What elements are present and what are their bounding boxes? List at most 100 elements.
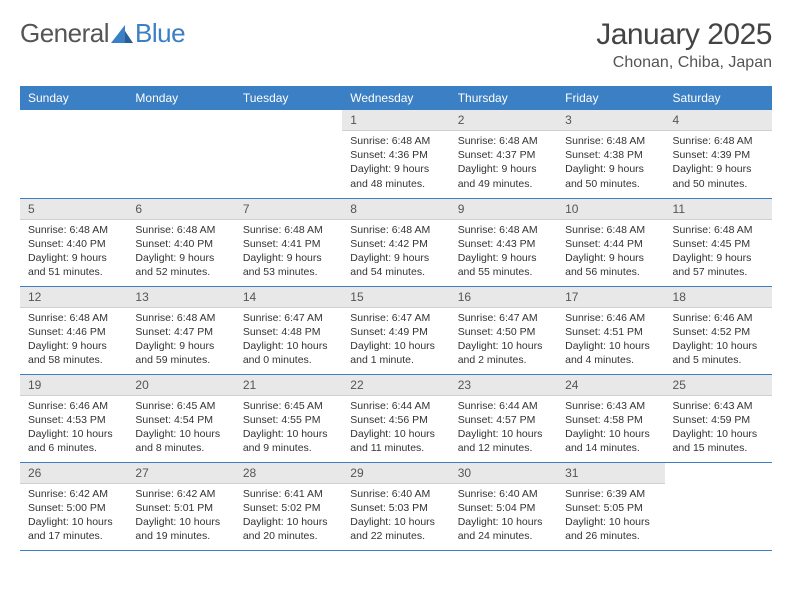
daylight-line: Daylight: 10 hours and 2 minutes. bbox=[458, 339, 549, 367]
daylight-line: Daylight: 9 hours and 48 minutes. bbox=[350, 162, 441, 190]
calendar-week-row: 19Sunrise: 6:46 AMSunset: 4:53 PMDayligh… bbox=[20, 374, 772, 462]
sunset-line: Sunset: 4:50 PM bbox=[458, 325, 549, 339]
day-details: Sunrise: 6:48 AMSunset: 4:39 PMDaylight:… bbox=[665, 131, 772, 197]
day-details: Sunrise: 6:48 AMSunset: 4:40 PMDaylight:… bbox=[127, 220, 234, 286]
calendar-cell: 26Sunrise: 6:42 AMSunset: 5:00 PMDayligh… bbox=[20, 462, 127, 550]
day-number: 7 bbox=[235, 199, 342, 220]
sunrise-line: Sunrise: 6:48 AM bbox=[243, 223, 334, 237]
daylight-line: Daylight: 10 hours and 8 minutes. bbox=[135, 427, 226, 455]
daylight-line: Daylight: 10 hours and 14 minutes. bbox=[565, 427, 656, 455]
sunrise-line: Sunrise: 6:44 AM bbox=[458, 399, 549, 413]
day-number: 3 bbox=[557, 110, 664, 131]
day-details: Sunrise: 6:47 AMSunset: 4:48 PMDaylight:… bbox=[235, 308, 342, 374]
sunset-line: Sunset: 4:57 PM bbox=[458, 413, 549, 427]
calendar-cell: 31Sunrise: 6:39 AMSunset: 5:05 PMDayligh… bbox=[557, 462, 664, 550]
daylight-line: Daylight: 10 hours and 9 minutes. bbox=[243, 427, 334, 455]
sunset-line: Sunset: 4:59 PM bbox=[673, 413, 764, 427]
calendar-cell: 24Sunrise: 6:43 AMSunset: 4:58 PMDayligh… bbox=[557, 374, 664, 462]
sunset-line: Sunset: 5:01 PM bbox=[135, 501, 226, 515]
calendar-cell: 16Sunrise: 6:47 AMSunset: 4:50 PMDayligh… bbox=[450, 286, 557, 374]
weekday-header: Monday bbox=[127, 86, 234, 110]
day-number: 21 bbox=[235, 375, 342, 396]
daylight-line: Daylight: 9 hours and 52 minutes. bbox=[135, 251, 226, 279]
sunrise-line: Sunrise: 6:43 AM bbox=[565, 399, 656, 413]
sunset-line: Sunset: 4:52 PM bbox=[673, 325, 764, 339]
day-details: Sunrise: 6:48 AMSunset: 4:36 PMDaylight:… bbox=[342, 131, 449, 197]
sunrise-line: Sunrise: 6:48 AM bbox=[135, 223, 226, 237]
day-details: Sunrise: 6:44 AMSunset: 4:57 PMDaylight:… bbox=[450, 396, 557, 462]
day-details: Sunrise: 6:47 AMSunset: 4:49 PMDaylight:… bbox=[342, 308, 449, 374]
calendar-cell: 22Sunrise: 6:44 AMSunset: 4:56 PMDayligh… bbox=[342, 374, 449, 462]
sunrise-line: Sunrise: 6:46 AM bbox=[28, 399, 119, 413]
calendar-cell bbox=[127, 110, 234, 198]
sunrise-line: Sunrise: 6:47 AM bbox=[458, 311, 549, 325]
sunset-line: Sunset: 4:38 PM bbox=[565, 148, 656, 162]
sunset-line: Sunset: 4:40 PM bbox=[28, 237, 119, 251]
day-number: 2 bbox=[450, 110, 557, 131]
daylight-line: Daylight: 9 hours and 53 minutes. bbox=[243, 251, 334, 279]
daylight-line: Daylight: 9 hours and 57 minutes. bbox=[673, 251, 764, 279]
daylight-line: Daylight: 10 hours and 4 minutes. bbox=[565, 339, 656, 367]
calendar-cell bbox=[235, 110, 342, 198]
calendar-cell: 28Sunrise: 6:41 AMSunset: 5:02 PMDayligh… bbox=[235, 462, 342, 550]
day-number: 26 bbox=[20, 463, 127, 484]
daylight-line: Daylight: 10 hours and 22 minutes. bbox=[350, 515, 441, 543]
sunset-line: Sunset: 5:02 PM bbox=[243, 501, 334, 515]
sunset-line: Sunset: 4:42 PM bbox=[350, 237, 441, 251]
day-details: Sunrise: 6:48 AMSunset: 4:44 PMDaylight:… bbox=[557, 220, 664, 286]
daylight-line: Daylight: 9 hours and 50 minutes. bbox=[565, 162, 656, 190]
day-number: 30 bbox=[450, 463, 557, 484]
sunrise-line: Sunrise: 6:39 AM bbox=[565, 487, 656, 501]
daylight-line: Daylight: 9 hours and 51 minutes. bbox=[28, 251, 119, 279]
day-details: Sunrise: 6:48 AMSunset: 4:46 PMDaylight:… bbox=[20, 308, 127, 374]
day-number: 24 bbox=[557, 375, 664, 396]
daylight-line: Daylight: 10 hours and 24 minutes. bbox=[458, 515, 549, 543]
day-details: Sunrise: 6:44 AMSunset: 4:56 PMDaylight:… bbox=[342, 396, 449, 462]
sunrise-line: Sunrise: 6:48 AM bbox=[135, 311, 226, 325]
sunrise-line: Sunrise: 6:46 AM bbox=[673, 311, 764, 325]
daylight-line: Daylight: 10 hours and 12 minutes. bbox=[458, 427, 549, 455]
sunset-line: Sunset: 4:45 PM bbox=[673, 237, 764, 251]
calendar-cell: 21Sunrise: 6:45 AMSunset: 4:55 PMDayligh… bbox=[235, 374, 342, 462]
sunset-line: Sunset: 4:54 PM bbox=[135, 413, 226, 427]
day-details: Sunrise: 6:47 AMSunset: 4:50 PMDaylight:… bbox=[450, 308, 557, 374]
logo-text-b: Blue bbox=[135, 18, 185, 49]
calendar-week-row: 26Sunrise: 6:42 AMSunset: 5:00 PMDayligh… bbox=[20, 462, 772, 550]
calendar-cell: 19Sunrise: 6:46 AMSunset: 4:53 PMDayligh… bbox=[20, 374, 127, 462]
day-number: 12 bbox=[20, 287, 127, 308]
day-number: 31 bbox=[557, 463, 664, 484]
sunset-line: Sunset: 4:51 PM bbox=[565, 325, 656, 339]
logo: General Blue bbox=[20, 18, 185, 49]
day-number: 29 bbox=[342, 463, 449, 484]
day-number: 27 bbox=[127, 463, 234, 484]
daylight-line: Daylight: 10 hours and 5 minutes. bbox=[673, 339, 764, 367]
day-number: 23 bbox=[450, 375, 557, 396]
day-details: Sunrise: 6:46 AMSunset: 4:52 PMDaylight:… bbox=[665, 308, 772, 374]
daylight-line: Daylight: 10 hours and 17 minutes. bbox=[28, 515, 119, 543]
day-number: 11 bbox=[665, 199, 772, 220]
sunrise-line: Sunrise: 6:48 AM bbox=[673, 223, 764, 237]
day-number: 22 bbox=[342, 375, 449, 396]
day-details: Sunrise: 6:48 AMSunset: 4:43 PMDaylight:… bbox=[450, 220, 557, 286]
day-details: Sunrise: 6:45 AMSunset: 4:55 PMDaylight:… bbox=[235, 396, 342, 462]
daylight-line: Daylight: 10 hours and 15 minutes. bbox=[673, 427, 764, 455]
logo-triangle-icon bbox=[111, 25, 133, 43]
calendar-week-row: 12Sunrise: 6:48 AMSunset: 4:46 PMDayligh… bbox=[20, 286, 772, 374]
sunset-line: Sunset: 5:00 PM bbox=[28, 501, 119, 515]
sunset-line: Sunset: 5:04 PM bbox=[458, 501, 549, 515]
sunset-line: Sunset: 4:49 PM bbox=[350, 325, 441, 339]
day-details: Sunrise: 6:39 AMSunset: 5:05 PMDaylight:… bbox=[557, 484, 664, 550]
daylight-line: Daylight: 10 hours and 6 minutes. bbox=[28, 427, 119, 455]
header: General Blue January 2025 Chonan, Chiba,… bbox=[20, 18, 772, 72]
daylight-line: Daylight: 10 hours and 26 minutes. bbox=[565, 515, 656, 543]
calendar-cell: 18Sunrise: 6:46 AMSunset: 4:52 PMDayligh… bbox=[665, 286, 772, 374]
day-number: 28 bbox=[235, 463, 342, 484]
calendar-cell: 25Sunrise: 6:43 AMSunset: 4:59 PMDayligh… bbox=[665, 374, 772, 462]
sunset-line: Sunset: 4:44 PM bbox=[565, 237, 656, 251]
daylight-line: Daylight: 9 hours and 50 minutes. bbox=[673, 162, 764, 190]
sunset-line: Sunset: 4:55 PM bbox=[243, 413, 334, 427]
daylight-line: Daylight: 9 hours and 49 minutes. bbox=[458, 162, 549, 190]
calendar-week-row: 5Sunrise: 6:48 AMSunset: 4:40 PMDaylight… bbox=[20, 198, 772, 286]
day-number: 9 bbox=[450, 199, 557, 220]
day-details: Sunrise: 6:43 AMSunset: 4:59 PMDaylight:… bbox=[665, 396, 772, 462]
